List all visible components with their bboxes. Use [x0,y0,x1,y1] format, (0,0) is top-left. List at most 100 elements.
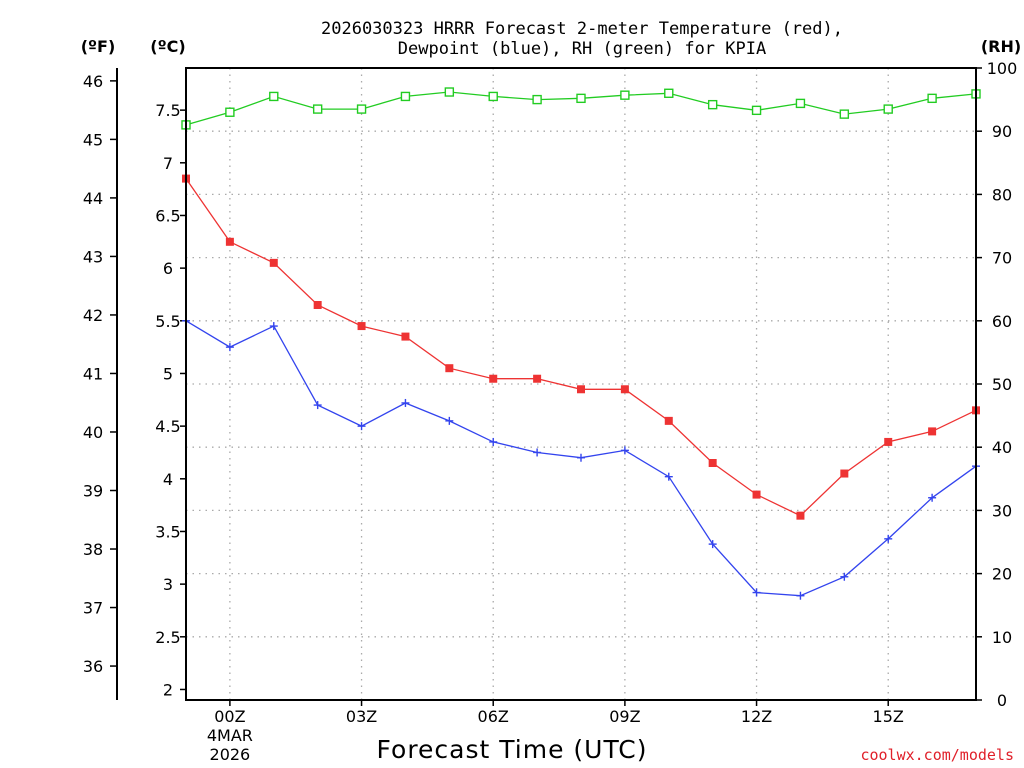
celsius-tick-label: 4.5 [155,417,180,436]
fahrenheit-tick-label: 37 [83,599,103,618]
celsius-tick-label: 3.5 [155,522,180,541]
x-tick-label: 06Z [478,707,509,726]
dewpoint-point [577,453,585,462]
temperature-point [796,511,805,520]
dewpoint-point [620,446,629,455]
grid-lines [186,68,976,700]
dewpoint-point [489,437,498,446]
temperature-line [185,178,977,517]
temperature-point [752,490,761,499]
temperature-series [182,174,980,520]
x-tick-label: 09Z [609,707,640,726]
fahrenheit-axis: 36 37 38 39 40 41 42 43 44 45 46 [83,68,118,700]
rh-point [532,94,542,105]
rh-tick-label: 80 [992,185,1012,204]
temperature-point [708,459,717,467]
rh-point [444,87,455,97]
fahrenheit-tick-label: 36 [83,657,103,676]
rh-tick-label: 70 [992,249,1012,268]
rh-point [883,104,893,114]
fahrenheit-tick-label: 44 [83,189,103,208]
rh-point [356,104,367,114]
dewpoint-point [313,401,322,410]
x-tick-label: 12Z [741,707,772,726]
rh-tick-label: 60 [992,312,1012,331]
temperature-point [577,385,585,394]
rh-point [620,90,630,100]
rh-tick-label: 100 [987,59,1018,78]
temperature-point [445,364,454,373]
rh-tick-label: 40 [992,438,1012,457]
dewpoint-point [225,343,234,352]
celsius-tick-label: 5.5 [155,312,180,331]
x-tick-label: 03Z [346,707,377,726]
x-tick-year: 2026 [210,745,251,764]
dewpoint-point [928,493,937,502]
dewpoint-point [664,472,673,481]
temperature-point [489,374,498,383]
plot-frame [185,67,977,701]
celsius-tick-label: 7.5 [155,101,180,120]
rh-point [576,93,586,104]
rh-point [751,105,762,116]
rh-series [181,87,981,130]
dewpoint-point [401,398,410,407]
rh-tick-label: 10 [992,628,1012,647]
temperature-point [533,374,542,383]
rh-point [839,109,850,119]
rh-tick-label: 30 [992,501,1012,520]
credit-text: coolwx.com/models [860,746,1014,764]
temperature-point [620,385,629,394]
celsius-tick-label: 7 [163,154,173,173]
rh-unit-label: (RH) [981,37,1021,56]
x-tick-date: 4MAR [207,726,253,745]
chart-title-line2: Dewpoint (blue), RH (green) for KPIA [398,39,766,59]
dewpoint-point [269,322,278,331]
temperature-point [884,437,893,446]
dewpoint-series [182,316,980,600]
rh-tick-label: 0 [997,691,1007,710]
rh-point [269,91,279,102]
x-tick-label: 00Z [214,707,245,726]
rh-tick-label: 50 [992,375,1012,394]
celsius-tick-label: 6 [163,259,173,278]
fahrenheit-tick-label: 45 [83,130,103,149]
rh-tick-label: 20 [992,565,1012,584]
temperature-point [313,301,322,309]
celsius-tick-label: 6.5 [155,206,180,225]
rh-point [488,91,498,102]
temperature-point [269,258,278,267]
x-axis-title: Forecast Time (UTC) [377,735,648,764]
rh-point [400,91,411,102]
dewpoint-point [357,422,366,431]
fahrenheit-tick-label: 41 [83,364,103,383]
fahrenheit-tick-label: 46 [83,72,103,91]
celsius-axis: 2 2.5 3 3.5 4 4.5 5 5.5 6 6.5 7 7.5 [155,101,186,699]
rh-point [312,104,323,114]
dewpoint-point [445,416,454,425]
temperature-point [664,416,673,425]
data-series [181,87,981,600]
fahrenheit-unit-label: (ºF) [81,37,116,56]
temperature-point [225,237,234,246]
celsius-tick-label: 4 [163,470,173,489]
fahrenheit-tick-label: 43 [83,247,103,266]
dewpoint-point [708,540,717,549]
fahrenheit-tick-label: 39 [83,482,103,501]
chart-title-line1: 2026030323 HRRR Forecast 2-meter Tempera… [321,19,843,39]
dewpoint-point [796,591,805,600]
x-tick-label: 15Z [873,707,904,726]
celsius-tick-label: 2 [163,680,173,699]
rh-point [927,93,937,104]
rh-point [225,107,235,117]
rh-axis: 0 10 20 30 40 50 60 70 80 90 100 [976,59,1017,710]
temperature-point [840,469,849,478]
fahrenheit-tick-label: 40 [83,423,103,442]
rh-point [664,88,674,98]
temperature-point [401,332,410,341]
celsius-tick-label: 2.5 [155,628,180,647]
temperature-point [357,322,366,331]
dewpoint-point [533,448,542,457]
